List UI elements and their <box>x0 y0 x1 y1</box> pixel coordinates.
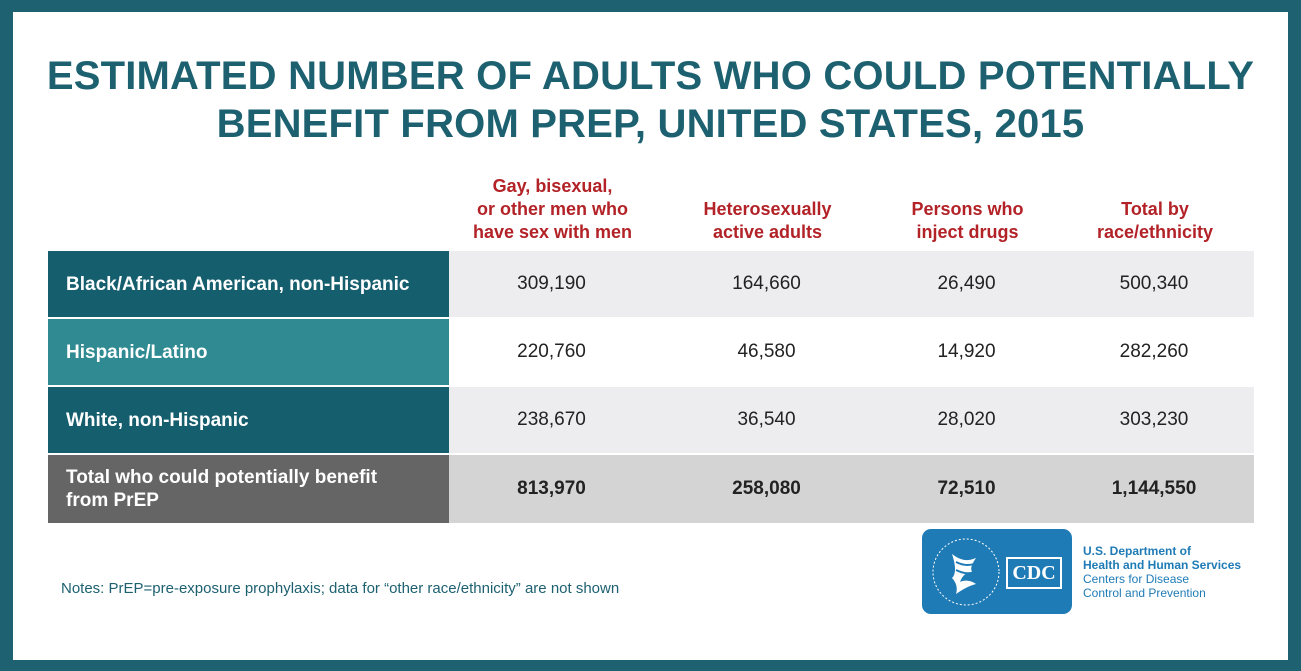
column-header-total: Total by race/ethnicity <box>1096 199 1214 242</box>
cell-hispanic-total: 282,260 <box>1119 341 1189 362</box>
title-line-2: BENEFIT FROM PREP, UNITED STATES, 2015 <box>216 102 1085 146</box>
table-row-black: Black/African American, non-Hispanic 309… <box>48 251 1254 317</box>
column-header-heterosexual: Heterosexually active adults <box>703 199 832 242</box>
table-row-hispanic: Hispanic/Latino 220,760 46,580 14,920 28… <box>48 319 1254 385</box>
cell-total-pwid: 72,510 <box>937 478 996 499</box>
row-label-total: Total who could potentially benefit from… <box>48 455 449 523</box>
cell-black-heterosexual: 164,660 <box>732 273 801 294</box>
hhs-cdc-text: U.S. Department of Health and Human Serv… <box>1083 544 1241 600</box>
cell-total-heterosexual: 258,080 <box>732 478 801 499</box>
cell-white-heterosexual: 36,540 <box>737 409 796 430</box>
row-label-hispanic: Hispanic/Latino <box>48 319 449 385</box>
cell-hispanic-pwid: 14,920 <box>937 341 996 362</box>
cell-white-msm: 238,670 <box>517 409 586 430</box>
row-label-black: Black/African American, non-Hispanic <box>48 251 449 317</box>
cdc-logo-text: CDC <box>1006 557 1062 589</box>
cell-hispanic-heterosexual: 46,580 <box>737 341 796 362</box>
dept-line-1: U.S. Department of <box>1083 544 1192 558</box>
hhs-cdc-logo: CDC <box>922 529 1072 614</box>
column-header-pwid: Persons who inject drugs <box>911 199 1024 242</box>
cell-total-msm: 813,970 <box>517 478 586 499</box>
dept-line-2: Health and Human Services <box>1083 558 1242 572</box>
table-row-white: White, non-Hispanic 238,670 36,540 28,02… <box>48 387 1254 453</box>
row-label-white: White, non-Hispanic <box>48 387 449 453</box>
cell-black-msm: 309,190 <box>517 273 586 294</box>
title-line-1: ESTIMATED NUMBER OF ADULTS WHO COULD POT… <box>46 54 1255 98</box>
cell-black-total: 500,340 <box>1119 273 1189 294</box>
page-title: ESTIMATED NUMBER OF ADULTS WHO COULD POT… <box>13 52 1288 148</box>
notes-text: Notes: PrEP=pre-exposure prophylaxis; da… <box>61 580 620 597</box>
cell-white-pwid: 28,020 <box>937 409 996 430</box>
cdc-line-1: Centers for Disease <box>1083 572 1190 586</box>
cell-total-grand: 1,144,550 <box>1111 478 1197 499</box>
cdc-line-2: Control and Prevention <box>1083 586 1206 600</box>
cell-hispanic-msm: 220,760 <box>517 341 586 362</box>
column-header-msm: Gay, bisexual, or other men who have sex… <box>472 176 633 242</box>
hhs-eagle-seal-icon <box>932 538 1000 606</box>
cell-white-total: 303,230 <box>1119 409 1189 430</box>
cell-black-pwid: 26,490 <box>937 273 996 294</box>
table-row-total: Total who could potentially benefit from… <box>48 455 1254 523</box>
infographic-frame: ESTIMATED NUMBER OF ADULTS WHO COULD POT… <box>13 12 1288 660</box>
